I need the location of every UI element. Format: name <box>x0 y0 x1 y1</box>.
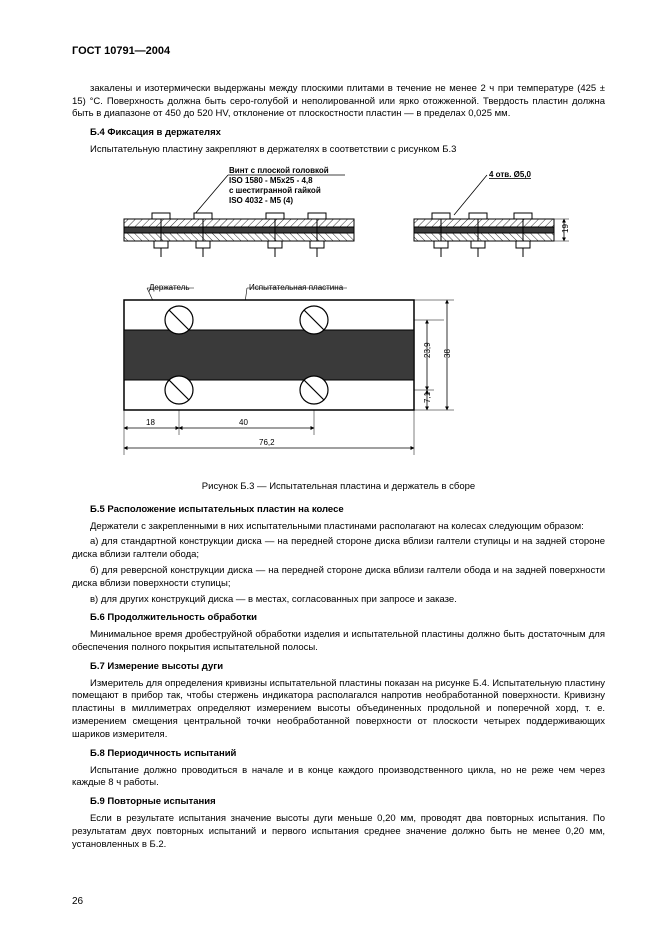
section-b8-title: Б.8 Периодичность испытаний <box>72 748 605 761</box>
page-number: 26 <box>72 895 83 909</box>
dim-40: 40 <box>239 418 248 427</box>
dim-18: 18 <box>146 418 155 427</box>
standard-code: ГОСТ 10791—2004 <box>72 44 605 59</box>
b9-p1: Если в результате испытания значение выс… <box>72 813 605 851</box>
callout-screw-l3: с шестигранной гайкой <box>229 186 321 195</box>
intro-paragraph: закалены и изотермически выдержаны между… <box>72 83 605 121</box>
callout-screw-l4: ISO 4032 - М5 (4) <box>229 196 293 205</box>
section-b6-title: Б.6 Продолжительность обработки <box>72 612 605 625</box>
b5-pa: а) для стандартной конструкции диска — н… <box>72 536 605 562</box>
callout-screw-l1: Винт с плоской головкой <box>229 166 329 175</box>
document-page: ГОСТ 10791—2004 закалены и изотермически… <box>0 0 661 936</box>
section-b5-title: Б.5 Расположение испытательных пластин н… <box>72 504 605 517</box>
b4-p1: Испытательную пластину закрепляют в держ… <box>72 144 605 157</box>
figure-svg: Винт с плоской головкой ISO 1580 - М5х25… <box>94 165 584 475</box>
b5-pb: б) для реверсной конструкции диска — на … <box>72 565 605 591</box>
b5-p1: Держатели с закрепленными в них испытате… <box>72 521 605 534</box>
figure-b3: Винт с плоской головкой ISO 1580 - М5х25… <box>72 165 605 475</box>
b5-pc: в) для других конструкций диска — в мест… <box>72 594 605 607</box>
dim-23-9: 23,9 <box>423 342 432 358</box>
figure-caption: Рисунок Б.3 — Испытательная пластина и д… <box>72 481 605 494</box>
callout-holes: 4 отв. Ø5,0 <box>489 170 532 179</box>
b6-p1: Минимальное время дробеструйной обработк… <box>72 629 605 655</box>
section-b7-title: Б.7 Измерение высоты дуги <box>72 661 605 674</box>
dim-7-1: 7,1 <box>423 391 432 403</box>
callout-screw-l2: ISO 1580 - М5х25 - 4,8 <box>229 176 313 185</box>
label-plate: Испытательная пластина <box>249 283 344 292</box>
dim-76-2: 76,2 <box>259 438 275 447</box>
dim-38: 38 <box>443 348 452 357</box>
dim-19: 19 <box>561 223 570 232</box>
section-b4-title: Б.4 Фиксация в держателях <box>72 127 605 140</box>
section-b9-title: Б.9 Повторные испытания <box>72 796 605 809</box>
b8-p1: Испытание должно проводиться в начале и … <box>72 765 605 791</box>
b7-p1: Измеритель для определения кривизны испы… <box>72 678 605 742</box>
label-holder: Держатель <box>149 283 190 292</box>
